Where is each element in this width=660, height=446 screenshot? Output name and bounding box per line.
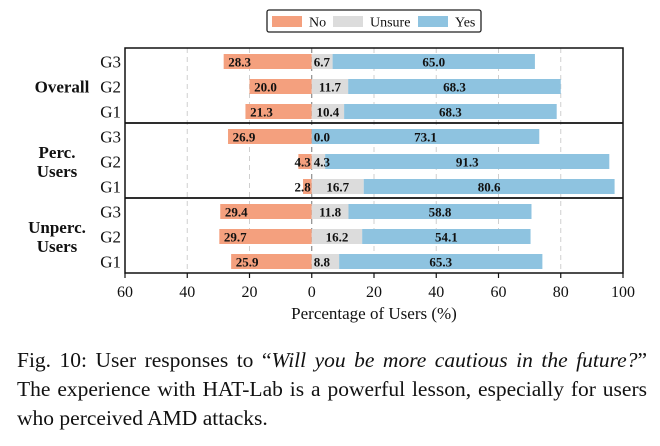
legend-label-unsure: Unsure (370, 16, 410, 31)
bar-no (228, 129, 312, 144)
x-tick-label: 100 (611, 284, 635, 301)
x-axis: 60 40 20 0 20 40 60 80 100 Percentage of Users (%… (117, 273, 635, 323)
bar-unsure (311, 254, 340, 269)
bar-label-no: 21.3 (250, 105, 273, 120)
bar-label-yes: 54.1 (435, 230, 458, 245)
bar-unsure (311, 54, 333, 69)
bar-yes (332, 54, 535, 69)
bars (219, 54, 615, 269)
legend-label-yes: Yes (455, 16, 475, 31)
row-label: G2 (100, 78, 121, 97)
caption-prefix: Fig. 10: User responses to “ (17, 348, 272, 372)
bar-unsure (311, 79, 349, 94)
bar-label-yes: 68.3 (443, 80, 466, 95)
bar-label-yes: 91.3 (456, 155, 479, 170)
row-label: G1 (100, 103, 121, 122)
row-label: G3 (100, 128, 121, 147)
bar-label-unsure: 16.2 (326, 230, 349, 245)
bar-unsure (311, 104, 345, 119)
legend-swatch-unsure (333, 16, 363, 27)
bar-label-yes: 65.0 (422, 55, 445, 70)
bar-no (219, 229, 312, 244)
row-label: G3 (100, 53, 121, 72)
y-axis: G3G2G1OverallG3G2G1Perc.UsersG3G2G1Unper… (28, 53, 121, 272)
bar-label-unsure: 16.7 (326, 180, 349, 195)
bar-label-yes: 68.3 (439, 105, 462, 120)
row-label: G1 (100, 253, 121, 272)
bar-yes (363, 179, 615, 194)
x-tick-label: 40 (179, 284, 195, 301)
bar-label-no: 2.8 (295, 180, 312, 195)
legend: No Unsure Yes (266, 9, 482, 33)
bar-label-unsure: 6.7 (314, 55, 331, 70)
legend-swatch-yes (418, 16, 448, 27)
bar-label-unsure: 8.8 (314, 255, 331, 270)
legend-label-no: No (309, 16, 326, 31)
row-label: G2 (100, 228, 121, 247)
group-label: Users (37, 237, 78, 256)
bar-label-yes: 65.3 (429, 255, 452, 270)
bar-label-unsure: 0.0 (314, 130, 330, 145)
x-tick-label: 20 (242, 284, 258, 301)
bar-label-unsure: 10.4 (317, 105, 340, 120)
bar-label-yes: 73.1 (414, 130, 437, 145)
bar-label-unsure: 4.3 (314, 155, 331, 170)
caption-question: Will you be more cautious in the future? (271, 348, 638, 372)
bar-label-no: 28.3 (228, 55, 251, 70)
x-tick-label: 60 (491, 284, 507, 301)
bar-yes (311, 129, 540, 144)
bar-label-no: 29.7 (224, 230, 247, 245)
bar-no (303, 179, 312, 194)
bar-label-no: 29.4 (225, 205, 248, 220)
bar-yes (362, 229, 531, 244)
row-label: G3 (100, 203, 121, 222)
x-tick-label: 40 (428, 284, 444, 301)
bar-label-unsure: 11.8 (319, 205, 342, 220)
group-label: Perc. (39, 143, 76, 162)
bar-no (231, 254, 312, 269)
bar-unsure (311, 229, 363, 244)
bar-yes (344, 104, 557, 119)
bar-label-no: 20.0 (254, 80, 277, 95)
x-tick-label: 60 (117, 284, 133, 301)
bar-label-unsure: 11.7 (319, 80, 342, 95)
bar-no (249, 79, 312, 94)
bar-no (245, 104, 312, 119)
bar-label-no: 26.9 (233, 130, 256, 145)
bar-label-no: 4.3 (295, 155, 312, 170)
diverging-stacked-bar-chart: No Unsure Yes 28.3 6.7 65.0 20.0 11.7 68.3 21.3 1… (28, 9, 635, 323)
bar-no (223, 54, 312, 69)
bar-label-yes: 58.8 (429, 205, 452, 220)
bar-unsure (311, 204, 349, 219)
bar-no (298, 154, 312, 169)
bar-no (220, 204, 312, 219)
bar-yes (348, 204, 532, 219)
group-label: Overall (35, 78, 90, 97)
group-label: Users (37, 162, 78, 181)
figure-caption: Fig. 10: User responses to “Will you be … (17, 346, 647, 433)
bar-label-no: 25.9 (236, 255, 259, 270)
bar-labels: 28.3 6.7 65.0 20.0 11.7 68.3 21.3 10.4 68.3 26.9 0… (224, 55, 501, 270)
caption-suffix: ” The experience with HAT-Lab is a power… (17, 348, 647, 430)
x-tick-label: 0 (308, 284, 316, 301)
bar-yes (325, 154, 610, 169)
x-axis-label: Percentage of Users (%) (291, 304, 457, 323)
bar-yes (348, 79, 561, 94)
x-tick-label: 20 (366, 284, 382, 301)
x-tick-label: 80 (553, 284, 569, 301)
group-label: Unperc. (28, 218, 86, 237)
bar-unsure (311, 179, 364, 194)
bar-unsure (311, 154, 326, 169)
row-label: G1 (100, 178, 121, 197)
legend-swatch-no (272, 16, 302, 27)
bar-yes (339, 254, 543, 269)
bar-label-yes: 80.6 (478, 180, 501, 195)
row-label: G2 (100, 153, 121, 172)
